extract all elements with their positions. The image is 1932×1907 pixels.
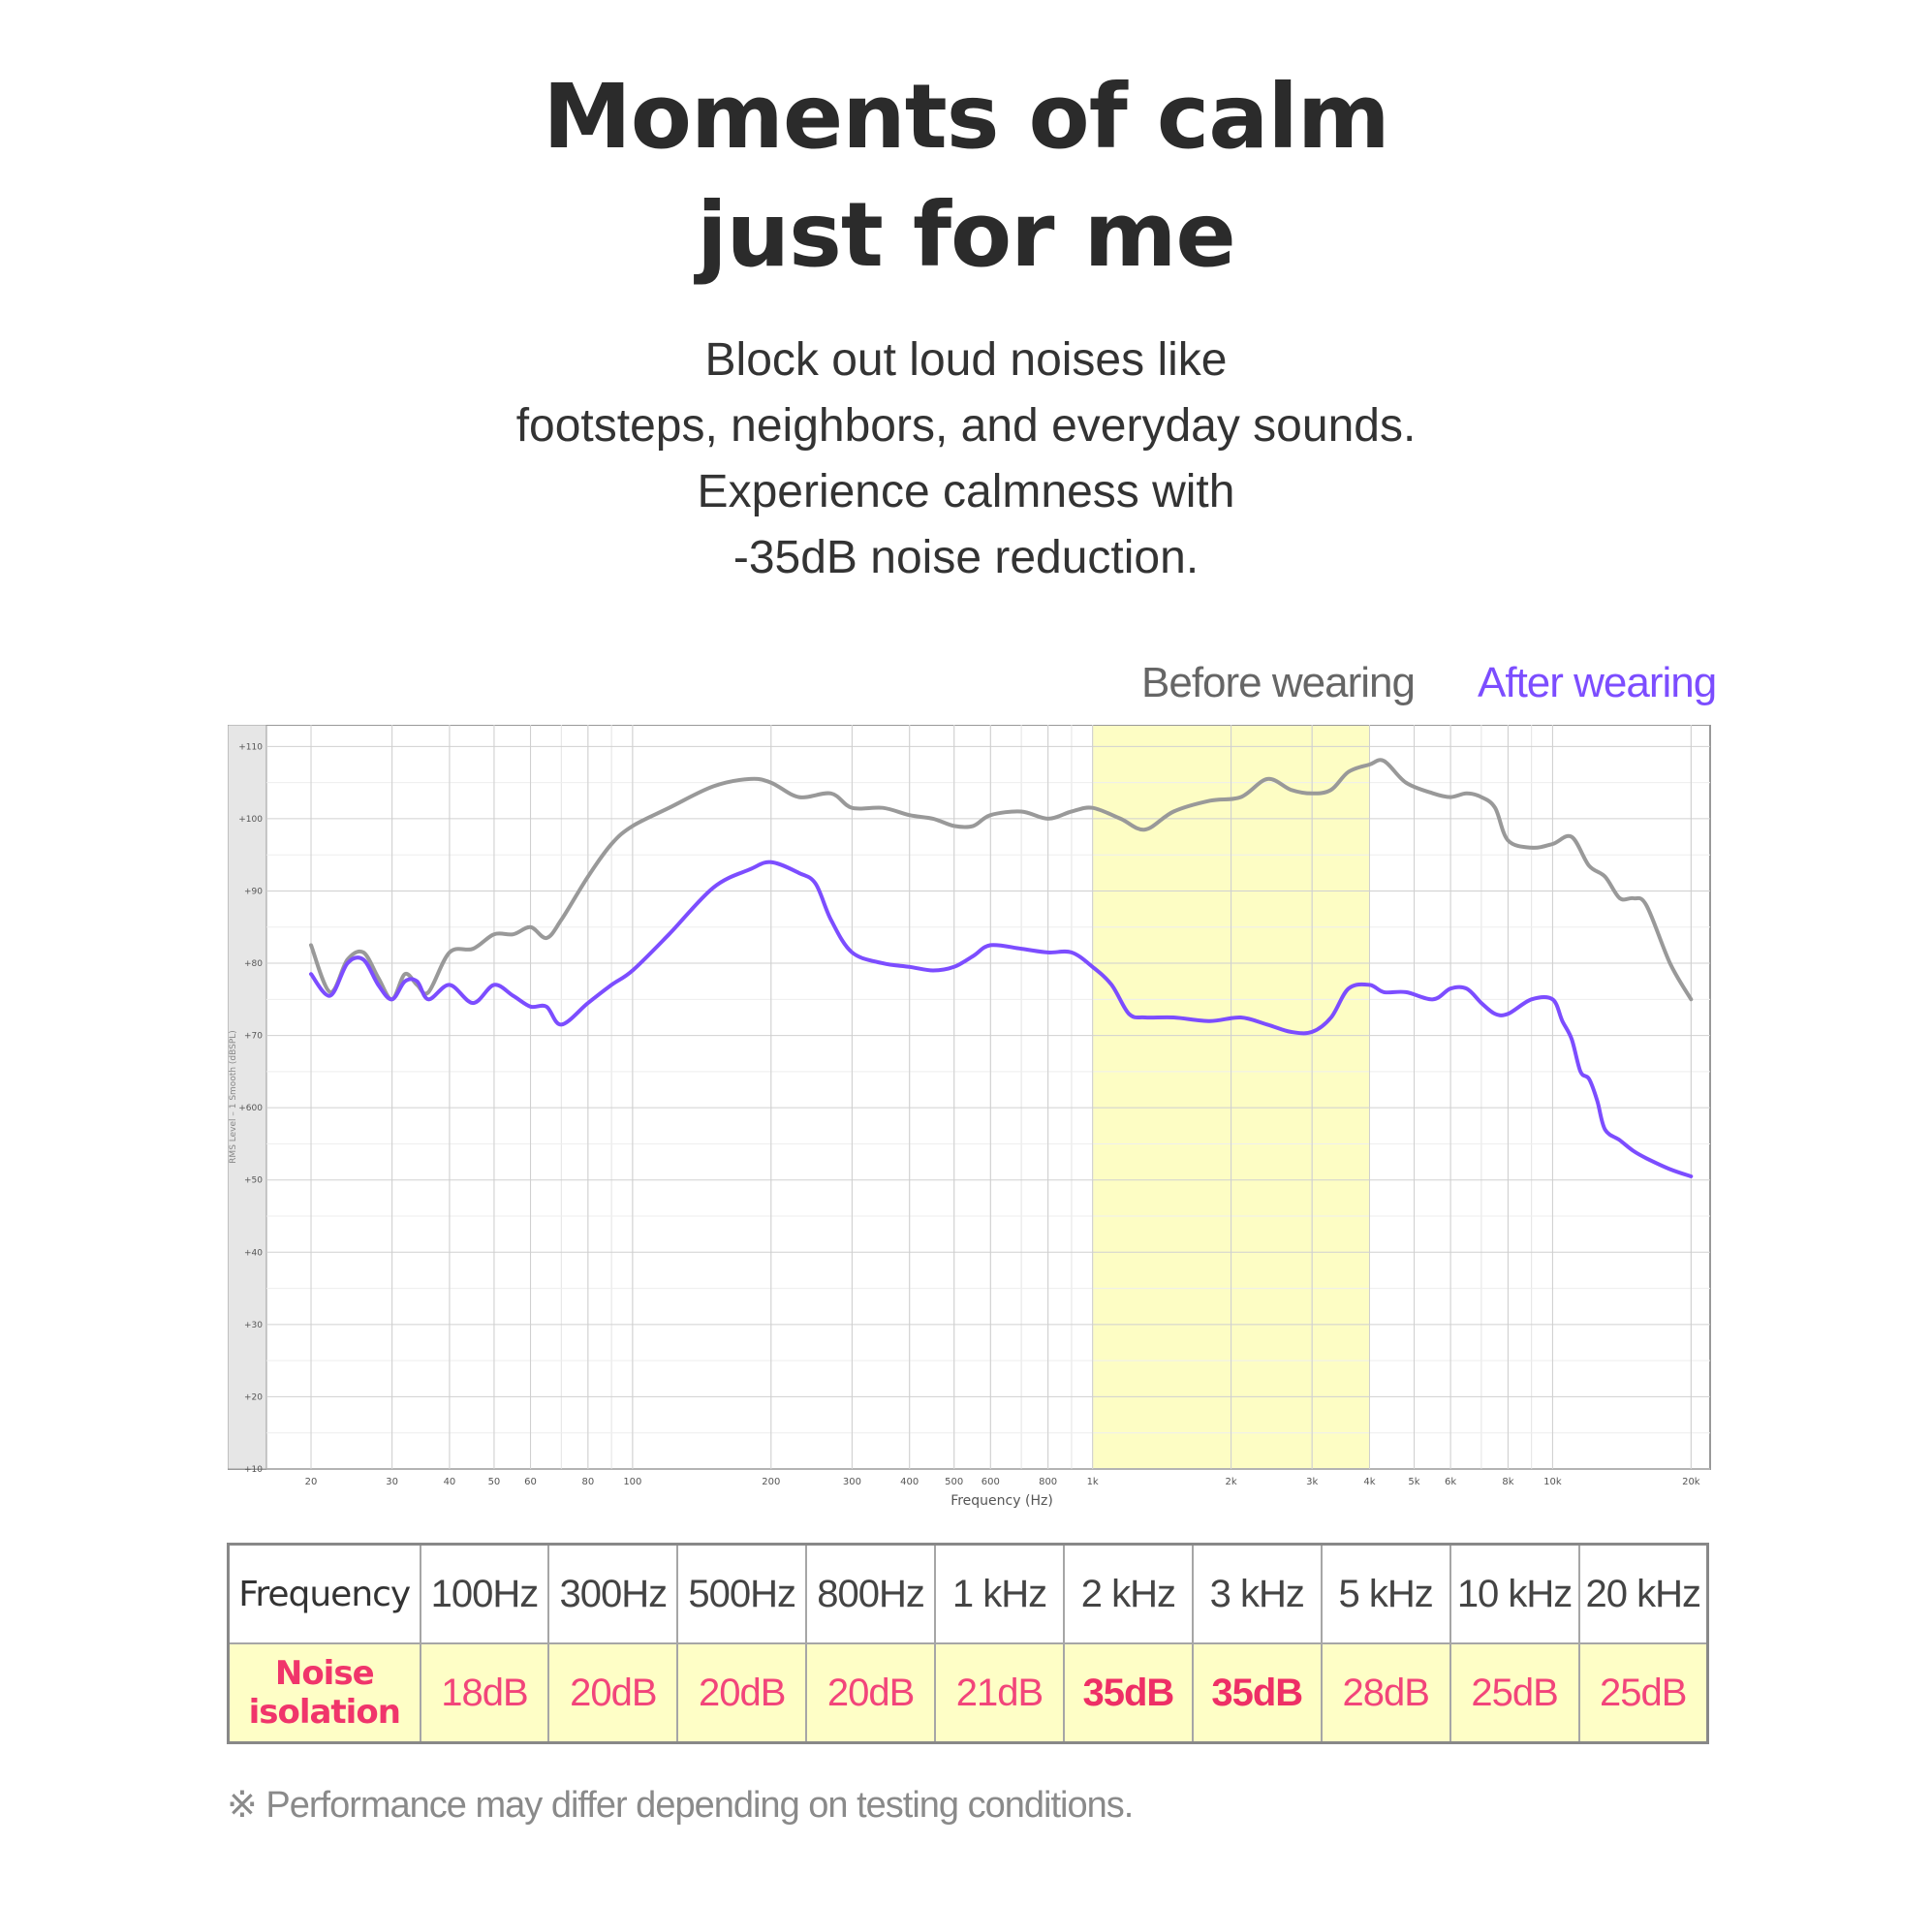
isolation-cell: 20dB (547, 1642, 679, 1744)
y-tick-labels: +110 +100 +90 +80 +70 +600 +50 +40 +30 +20 +10 (238, 742, 263, 1475)
isolation-cell: 25dB (1577, 1642, 1709, 1744)
chart-grid (266, 725, 1710, 1470)
legend-before-wearing: Before wearing (1141, 659, 1416, 706)
frequency-response-chart: +110 +100 +90 +80 +70 +600 +50 +40 +30 +20 +10 20 3… (228, 725, 1711, 1509)
isolation-cell-highlight: 35dB (1191, 1642, 1323, 1744)
x-tick-label: 10k (1543, 1477, 1562, 1487)
x-tick-label: 40 (444, 1477, 456, 1487)
frequency-row: Frequency 100Hz 300Hz 500Hz 800Hz 1 kHz … (227, 1543, 1709, 1644)
description-line-4: -35dB noise reduction. (732, 532, 1200, 583)
footnote: ※ Performance may differ depending on te… (227, 1785, 1134, 1826)
x-tick-label: 3k (1306, 1477, 1318, 1487)
isolation-cell: 28dB (1320, 1642, 1451, 1744)
y-tick-label: +80 (244, 959, 263, 969)
isolation-cell: 20dB (676, 1642, 808, 1744)
noise-isolation-table: Frequency 100Hz 300Hz 500Hz 800Hz 1 kHz … (227, 1543, 1709, 1744)
x-tick-label: 400 (900, 1477, 919, 1487)
freq-cell: 500Hz (676, 1543, 808, 1644)
description-line-1: Block out loud noises like (704, 334, 1228, 386)
freq-cell: 5 kHz (1320, 1543, 1451, 1644)
noise-isolation-row: Noise isolation 18dB 20dB 20dB 20dB 21dB… (227, 1642, 1709, 1744)
isolation-cell: 21dB (934, 1642, 1065, 1744)
x-tick-label: 20 (305, 1477, 318, 1487)
x-tick-label: 6k (1445, 1477, 1456, 1487)
x-tick-label: 20k (1682, 1477, 1700, 1487)
x-tick-label: 2k (1225, 1477, 1236, 1487)
isolation-cell: 20dB (805, 1642, 937, 1744)
isolation-cell-highlight: 35dB (1062, 1642, 1194, 1744)
x-tick-label: 5k (1408, 1477, 1419, 1487)
x-tick-label: 80 (581, 1477, 594, 1487)
x-tick-label: 100 (623, 1477, 641, 1487)
freq-cell: 20 kHz (1577, 1543, 1709, 1644)
y-tick-label: +600 (238, 1104, 263, 1113)
x-tick-labels: 20 30 40 50 60 80 100 200 300 400 500 600 800 1k 2k 3k 4… (305, 1477, 1700, 1487)
x-tick-label: 50 (488, 1477, 501, 1487)
headline-line-2: just for me (697, 183, 1236, 287)
x-tick-label: 30 (386, 1477, 398, 1487)
x-tick-label: 300 (843, 1477, 861, 1487)
y-tick-label: +100 (238, 815, 263, 825)
freq-cell: 800Hz (805, 1543, 937, 1644)
freq-cell: 10 kHz (1449, 1543, 1580, 1644)
headline: Moments of calm just for me (0, 58, 1932, 295)
x-tick-label: 200 (762, 1477, 780, 1487)
x-tick-label: 600 (982, 1477, 1000, 1487)
series-before-wearing (309, 758, 1694, 1002)
x-axis-label: Frequency (Hz) (950, 1493, 1053, 1509)
freq-cell: 1 kHz (934, 1543, 1065, 1644)
description: Block out loud noises like footsteps, ne… (0, 328, 1932, 591)
x-tick-label: 1k (1087, 1477, 1099, 1487)
y-tick-label: +70 (244, 1032, 263, 1042)
y-tick-label: +40 (244, 1248, 263, 1258)
x-tick-label: 800 (1039, 1477, 1057, 1487)
chart-frame (228, 725, 1711, 1470)
y-tick-label: +90 (244, 887, 263, 896)
x-tick-label: 8k (1502, 1477, 1513, 1487)
noise-isolation-header: Noise isolation (227, 1642, 421, 1744)
series-after-wearing (309, 860, 1694, 1178)
isolation-cell: 18dB (419, 1642, 550, 1744)
description-line-2: footsteps, neighbors, and everyday sound… (515, 400, 1417, 452)
y-tick-label: +30 (244, 1321, 263, 1330)
isolation-cell: 25dB (1449, 1642, 1580, 1744)
frequency-header: Frequency (227, 1543, 421, 1644)
legend-after-wearing: After wearing (1478, 659, 1717, 706)
y-axis-label: RMS Level – 1 Smooth (dBSPL) (229, 1030, 238, 1164)
description-line-3: Experience calmness with (697, 466, 1235, 517)
freq-cell: 3 kHz (1191, 1543, 1323, 1644)
freq-cell: 100Hz (419, 1543, 550, 1644)
freq-cell: 2 kHz (1062, 1543, 1194, 1644)
y-tick-label: +110 (238, 742, 263, 752)
y-tick-label: +20 (244, 1392, 263, 1402)
y-tick-label: +10 (244, 1465, 263, 1475)
headline-line-1: Moments of calm (543, 65, 1390, 169)
freq-cell: 300Hz (547, 1543, 679, 1644)
x-tick-label: 500 (945, 1477, 963, 1487)
x-tick-label: 4k (1363, 1477, 1375, 1487)
y-axis-strip (228, 725, 267, 1470)
y-tick-label: +50 (244, 1176, 263, 1186)
x-tick-label: 60 (524, 1477, 537, 1487)
